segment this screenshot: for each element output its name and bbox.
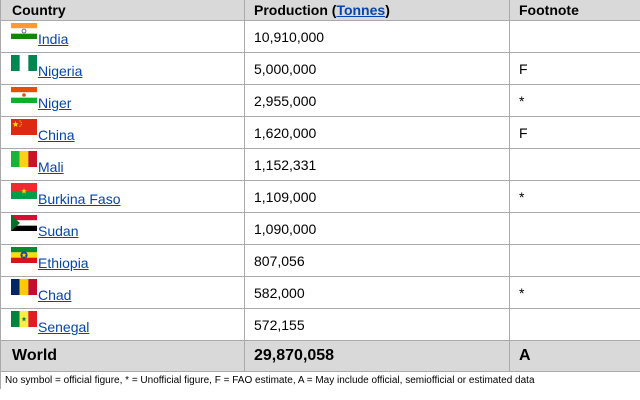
country-link[interactable]: Senegal xyxy=(38,319,90,335)
production-column-header: Production (Tonnes) xyxy=(244,0,510,21)
country-wrap: Nigeria xyxy=(11,54,244,84)
production-cell: 1,090,000 xyxy=(244,212,510,245)
table-row: Sudan 1,090,000 xyxy=(0,212,640,245)
country-wrap: Ethiopia xyxy=(11,246,244,276)
nigeria-flag-icon xyxy=(11,55,37,71)
country-column-header: Country xyxy=(0,0,245,21)
country-link[interactable]: India xyxy=(38,31,69,47)
table-header-row: Country Production (Tonnes) Footnote xyxy=(0,0,640,21)
production-cell: 582,000 xyxy=(244,276,510,309)
ethiopia-flag-icon xyxy=(11,247,37,263)
world-production: 29,870,058 xyxy=(244,340,510,372)
production-cell: 572,155 xyxy=(244,308,510,341)
niger-flag-icon xyxy=(11,87,37,103)
table-row: Niger 2,955,000 * xyxy=(0,84,640,117)
footnote-cell: * xyxy=(509,276,640,309)
chad-flag-icon xyxy=(11,279,37,295)
table-row: Senegal 572,155 xyxy=(0,308,640,341)
production-table: Country Production (Tonnes) Footnote Ind… xyxy=(0,0,640,389)
sudan-flag-icon xyxy=(11,215,37,231)
country-link[interactable]: Mali xyxy=(38,159,64,175)
footnote-cell: * xyxy=(509,180,640,213)
table-row: China 1,620,000 F xyxy=(0,116,640,149)
footnote-cell: * xyxy=(509,84,640,117)
table-row: India 10,910,000 xyxy=(0,20,640,53)
table-row: Burkina Faso 1,109,000 * xyxy=(0,180,640,213)
country-cell: Burkina Faso xyxy=(0,180,245,213)
country-cell: Sudan xyxy=(0,212,245,245)
country-link[interactable]: Burkina Faso xyxy=(38,191,121,207)
mali-flag-icon xyxy=(11,151,37,167)
world-label: World xyxy=(0,340,245,372)
footnote-cell xyxy=(509,20,640,53)
country-wrap: Senegal xyxy=(11,310,244,340)
country-link[interactable]: Ethiopia xyxy=(38,255,89,271)
production-header-prefix: Production ( xyxy=(254,2,337,18)
country-link[interactable]: Chad xyxy=(38,287,72,303)
production-cell: 10,910,000 xyxy=(244,20,510,53)
country-cell: Mali xyxy=(0,148,245,181)
table-row: Ethiopia 807,056 xyxy=(0,244,640,277)
country-link[interactable]: Niger xyxy=(38,95,72,111)
world-footnote: A xyxy=(509,340,640,372)
footnote-legend: No symbol = official figure, * = Unoffic… xyxy=(0,371,640,389)
production-cell: 5,000,000 xyxy=(244,52,510,85)
country-link[interactable]: Nigeria xyxy=(38,63,83,79)
india-flag-icon xyxy=(11,23,37,39)
country-cell: Ethiopia xyxy=(0,244,245,277)
table-row: Mali 1,152,331 xyxy=(0,148,640,181)
country-cell: Chad xyxy=(0,276,245,309)
footnote-column-header: Footnote xyxy=(509,0,640,21)
country-cell: Niger xyxy=(0,84,245,117)
country-wrap: Burkina Faso xyxy=(11,182,244,212)
country-cell: Nigeria xyxy=(0,52,245,85)
footnote-cell xyxy=(509,308,640,341)
notes-row: No symbol = official figure, * = Unoffic… xyxy=(0,371,640,389)
tonnes-link[interactable]: Tonnes xyxy=(336,2,386,18)
country-cell: Senegal xyxy=(0,308,245,341)
world-total-row: World 29,870,058 A xyxy=(0,340,640,372)
country-wrap: Mali xyxy=(11,150,244,180)
country-wrap: Chad xyxy=(11,278,244,308)
country-wrap: India xyxy=(11,22,244,52)
china-flag-icon xyxy=(11,119,37,135)
country-wrap: Niger xyxy=(11,86,244,116)
table-body: India 10,910,000 Nigeria 5,000,000 F Niger 2,9… xyxy=(0,20,640,341)
production-cell: 1,152,331 xyxy=(244,148,510,181)
country-cell: China xyxy=(0,116,245,149)
production-cell: 1,109,000 xyxy=(244,180,510,213)
country-link[interactable]: Sudan xyxy=(38,223,79,239)
country-cell: India xyxy=(0,20,245,53)
footnote-cell xyxy=(509,148,640,181)
table-row: Chad 582,000 * xyxy=(0,276,640,309)
footnote-cell xyxy=(509,244,640,277)
country-wrap: China xyxy=(11,118,244,148)
footnote-cell: F xyxy=(509,52,640,85)
senegal-flag-icon xyxy=(11,311,37,327)
burkina-faso-flag-icon xyxy=(11,183,37,199)
country-wrap: Sudan xyxy=(11,214,244,244)
production-cell: 1,620,000 xyxy=(244,116,510,149)
production-cell: 807,056 xyxy=(244,244,510,277)
country-link[interactable]: China xyxy=(38,127,75,143)
production-cell: 2,955,000 xyxy=(244,84,510,117)
footnote-cell xyxy=(509,212,640,245)
table-row: Nigeria 5,000,000 F xyxy=(0,52,640,85)
footnote-cell: F xyxy=(509,116,640,149)
production-header-suffix: ) xyxy=(385,2,390,18)
